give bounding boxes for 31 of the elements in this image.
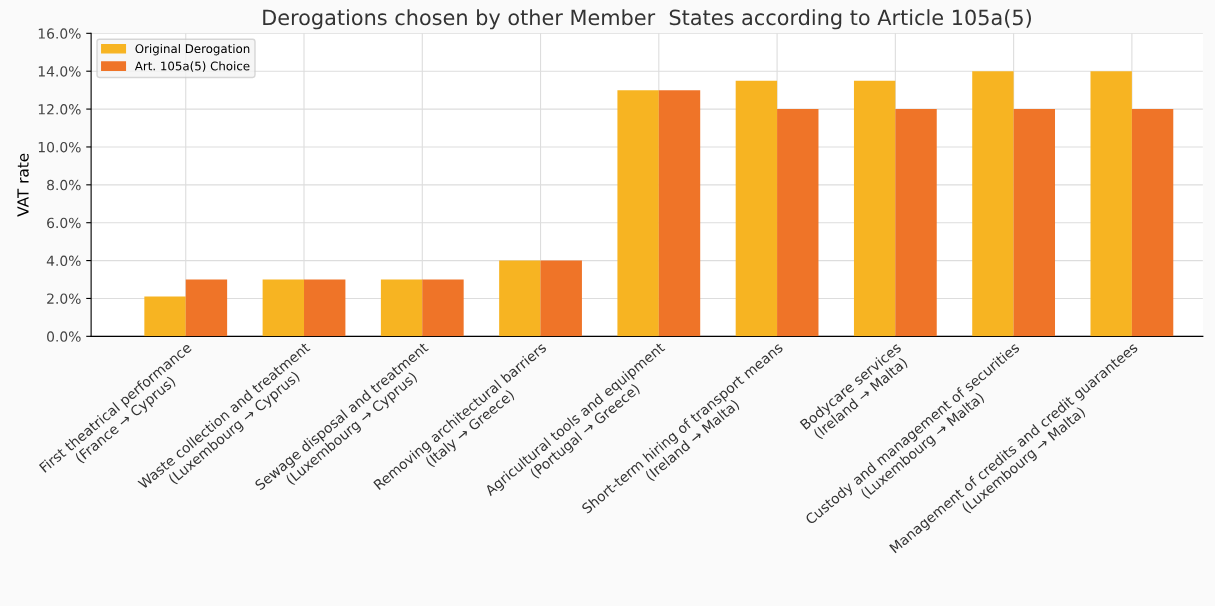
bar [972, 71, 1014, 337]
legend-label: Art. 105a(5) Choice [134, 61, 250, 72]
bar [895, 109, 937, 337]
bar [540, 260, 582, 337]
y-tick-label: 16.0% [38, 28, 81, 39]
bar [735, 80, 778, 337]
bar [262, 279, 305, 337]
y-axis-title: VAT rate [17, 153, 29, 217]
y-tick-label: 6.0% [47, 217, 81, 229]
bar [380, 279, 423, 337]
y-tick-label: 14.0% [38, 66, 81, 77]
bar [422, 279, 464, 337]
y-tick-label: 4.0% [46, 255, 81, 267]
bar [777, 109, 819, 337]
bar [1013, 109, 1056, 337]
bar [499, 260, 541, 337]
bar [304, 279, 346, 337]
bar [1090, 71, 1132, 337]
bar [617, 90, 659, 337]
y-tick-label: 10.0% [38, 141, 81, 153]
bar [185, 279, 228, 337]
bar [853, 80, 896, 337]
bar [658, 90, 701, 337]
y-tick-label: 0.0% [47, 331, 81, 342]
y-tick-label: 2.0% [47, 293, 81, 304]
chart-title: Derogations chosen by other Member States according to Article 105a(5) [263, 9, 1031, 30]
legend-label: Original Derogation [135, 43, 250, 56]
y-tick-label: 8.0% [47, 179, 81, 191]
bar [144, 296, 186, 337]
bar [1131, 109, 1174, 337]
y-tick-label: 12.0% [38, 104, 81, 115]
